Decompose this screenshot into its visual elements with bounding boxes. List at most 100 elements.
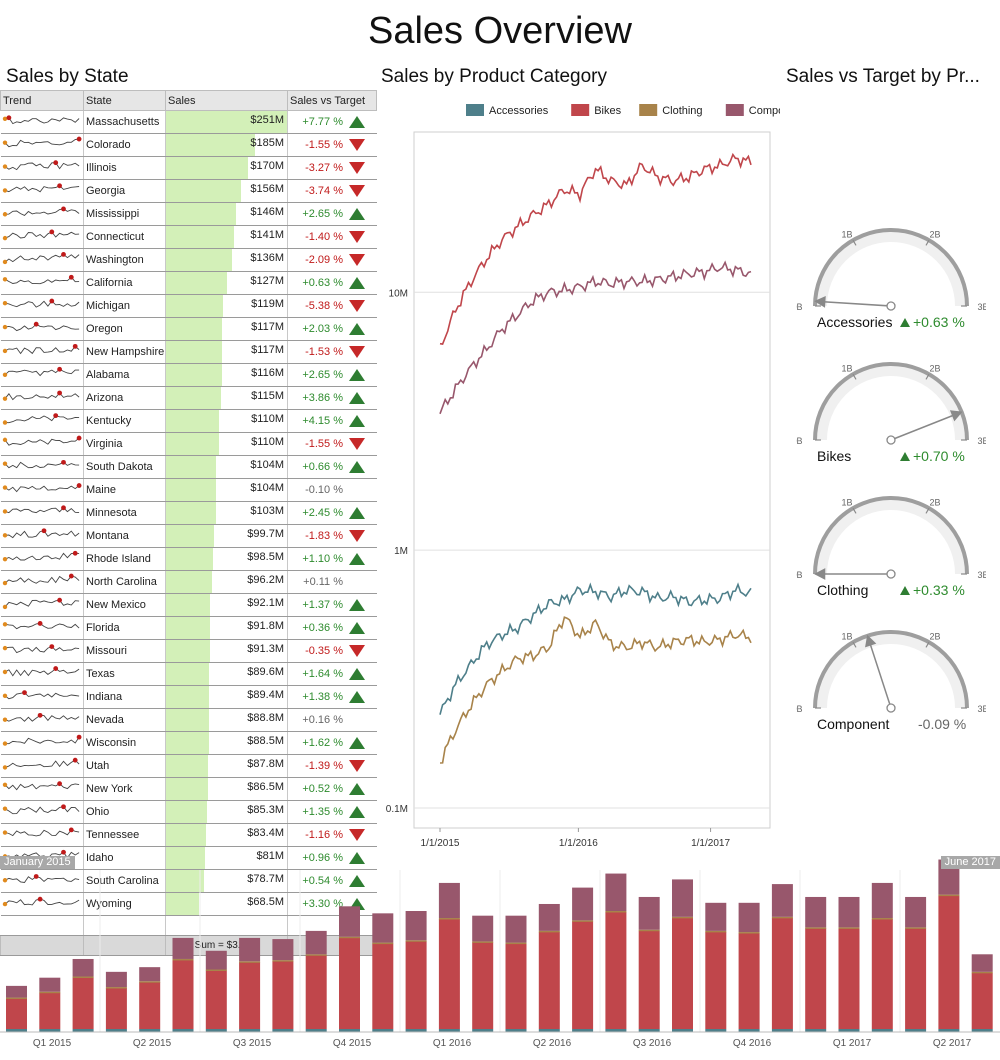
- arrow-down-icon: [349, 139, 365, 152]
- table-row[interactable]: North Carolina $96.2M +0.11 %: [0, 570, 377, 594]
- trend-sparkline: [0, 110, 84, 134]
- legend-item[interactable]: Clothing: [639, 104, 703, 117]
- state-cell: South Carolina: [83, 869, 166, 893]
- sales-value: $141M: [250, 229, 284, 241]
- sales-cell: $170M: [165, 156, 288, 180]
- column-header-vs-target[interactable]: Sales vs Target: [287, 90, 377, 111]
- table-row[interactable]: Tennessee $83.4M -1.16 %: [0, 823, 377, 847]
- range-bar: [272, 939, 294, 1032]
- range-start-label[interactable]: January 2015: [0, 856, 75, 869]
- gauge-value: +0.33 %: [900, 582, 965, 598]
- table-row[interactable]: South Carolina $78.7M +0.54 %: [0, 869, 377, 893]
- table-row[interactable]: Connecticut $141M -1.40 %: [0, 225, 377, 249]
- sales-bar: [166, 824, 207, 846]
- trend-sparkline: [0, 294, 84, 318]
- state-cell: Florida: [83, 616, 166, 640]
- table-row[interactable]: South Dakota $104M +0.66 %: [0, 455, 377, 479]
- table-row[interactable]: Kentucky $110M +4.15 %: [0, 409, 377, 433]
- trend-sparkline: [0, 823, 84, 847]
- sales-cell: $117M: [165, 317, 288, 341]
- vs-target-value: +3.86 %: [302, 391, 343, 404]
- table-row[interactable]: Colorado $185M -1.55 %: [0, 133, 377, 157]
- column-header-trend[interactable]: Trend: [0, 90, 84, 111]
- range-bar-chart[interactable]: Q1 2015 Q2 2015 Q3 2015 Q4 2015 Q1 2016 Q2 20…: [0, 856, 1000, 1060]
- vs-target-cell: +0.63 %: [287, 271, 377, 295]
- arrow-up-icon: [349, 392, 365, 405]
- state-cell: Minnesota: [83, 501, 166, 525]
- category-line-chart[interactable]: Accessories Bikes Clothing Components 10M 1M 0…: [380, 96, 780, 856]
- table-row[interactable]: New Mexico $92.1M +1.37 %: [0, 593, 377, 617]
- table-row[interactable]: Utah $87.8M -1.39 %: [0, 754, 377, 778]
- table-row[interactable]: New Hampshire $117M -1.53 %: [0, 340, 377, 364]
- table-row[interactable]: Minnesota $103M +2.45 %: [0, 501, 377, 525]
- trend-sparkline: [0, 501, 84, 525]
- sales-bar: [166, 387, 222, 409]
- gauge-accessories: 0B 1B 2B 3B: [796, 228, 986, 312]
- vs-target-cell: +3.86 %: [287, 386, 377, 410]
- range-selector[interactable]: Q1 2015 Q2 2015 Q3 2015 Q4 2015 Q1 2016 Q2 20…: [0, 856, 1000, 1060]
- table-row[interactable]: Texas $89.6M +1.64 %: [0, 662, 377, 686]
- sales-cell: $68.5M: [165, 892, 288, 916]
- column-header-state[interactable]: State: [83, 90, 166, 111]
- arrow-up-icon: [349, 323, 365, 336]
- vs-target-cell: +0.36 %: [287, 616, 377, 640]
- table-row[interactable]: Virginia $110M -1.55 %: [0, 432, 377, 456]
- table-row[interactable]: Idaho $81M +0.96 %: [0, 846, 377, 870]
- arrow-up-icon: [349, 668, 365, 681]
- arrow-up-icon: [349, 737, 365, 750]
- legend-item[interactable]: Bikes: [571, 104, 622, 117]
- table-row[interactable]: Rhode Island $98.5M +1.10 %: [0, 547, 377, 571]
- range-bar: [705, 902, 727, 1032]
- vs-target-value: -0.35 %: [305, 644, 343, 657]
- column-header-sales[interactable]: Sales: [165, 90, 288, 111]
- table-row[interactable]: Massachusetts $251M +7.77 %: [0, 110, 377, 134]
- page-title: Sales Overview: [368, 10, 632, 52]
- trend-sparkline: [0, 225, 84, 249]
- range-bar: [39, 977, 61, 1032]
- range-end-label[interactable]: June 2017: [940, 856, 1000, 869]
- gauge-tick-label: 3B: [977, 570, 986, 580]
- gauge-component: 0B 1B 2B 3B: [796, 630, 986, 714]
- table-row[interactable]: Maine $104M -0.10 %: [0, 478, 377, 502]
- trend-sparkline: [0, 547, 84, 571]
- legend-item[interactable]: Components: [725, 104, 780, 117]
- state-cell: Idaho: [83, 846, 166, 870]
- table-row[interactable]: Georgia $156M -3.74 %: [0, 179, 377, 203]
- table-row[interactable]: Montana $99.7M -1.83 %: [0, 524, 377, 548]
- vs-target-value: -3.27 %: [305, 161, 343, 174]
- table-row[interactable]: Arizona $115M +3.86 %: [0, 386, 377, 410]
- vs-target-value: +2.65 %: [302, 368, 343, 381]
- legend-label: Bikes: [594, 105, 621, 117]
- vs-target-value: +1.64 %: [302, 667, 343, 680]
- sales-cell: $99.7M: [165, 524, 288, 548]
- range-bar: [672, 879, 693, 1032]
- table-row[interactable]: Oregon $117M +2.03 %: [0, 317, 377, 341]
- table-row[interactable]: Ohio $85.3M +1.35 %: [0, 800, 377, 824]
- arrow-down-icon: [349, 760, 365, 773]
- series-line-bikes: [439, 152, 752, 345]
- sales-bar: [166, 433, 219, 455]
- table-row[interactable]: Florida $91.8M +0.36 %: [0, 616, 377, 640]
- sales-bar: [166, 663, 210, 685]
- sales-by-state-grid[interactable]: Trend State Sales Sales vs Target Massac…: [0, 90, 377, 956]
- table-row[interactable]: Illinois $170M -3.27 %: [0, 156, 377, 180]
- table-row[interactable]: New York $86.5M +0.52 %: [0, 777, 377, 801]
- table-row[interactable]: Washington $136M -2.09 %: [0, 248, 377, 272]
- legend-item[interactable]: Accessories: [466, 104, 549, 117]
- table-row[interactable]: Nevada $88.8M +0.16 %: [0, 708, 377, 732]
- table-row[interactable]: Wyoming $68.5M +3.30 %: [0, 892, 377, 916]
- table-row[interactable]: Wisconsin $88.5M +1.62 %: [0, 731, 377, 755]
- table-row[interactable]: Indiana $89.4M +1.38 %: [0, 685, 377, 709]
- range-bar: [805, 896, 827, 1032]
- vs-target-cell: +0.11 %: [287, 570, 377, 594]
- range-bar: [405, 911, 427, 1032]
- table-row[interactable]: Missouri $91.3M -0.35 %: [0, 639, 377, 663]
- table-row[interactable]: California $127M +0.63 %: [0, 271, 377, 295]
- vs-target-cell: -0.10 %: [287, 478, 377, 502]
- table-row[interactable]: Mississippi $146M +2.65 %: [0, 202, 377, 226]
- table-row[interactable]: Michigan $119M -5.38 %: [0, 294, 377, 318]
- gauge-value-text: +0.63 %: [913, 314, 965, 330]
- vs-target-value: +1.10 %: [302, 552, 343, 565]
- range-bar: [871, 882, 893, 1032]
- table-row[interactable]: Alabama $116M +2.65 %: [0, 363, 377, 387]
